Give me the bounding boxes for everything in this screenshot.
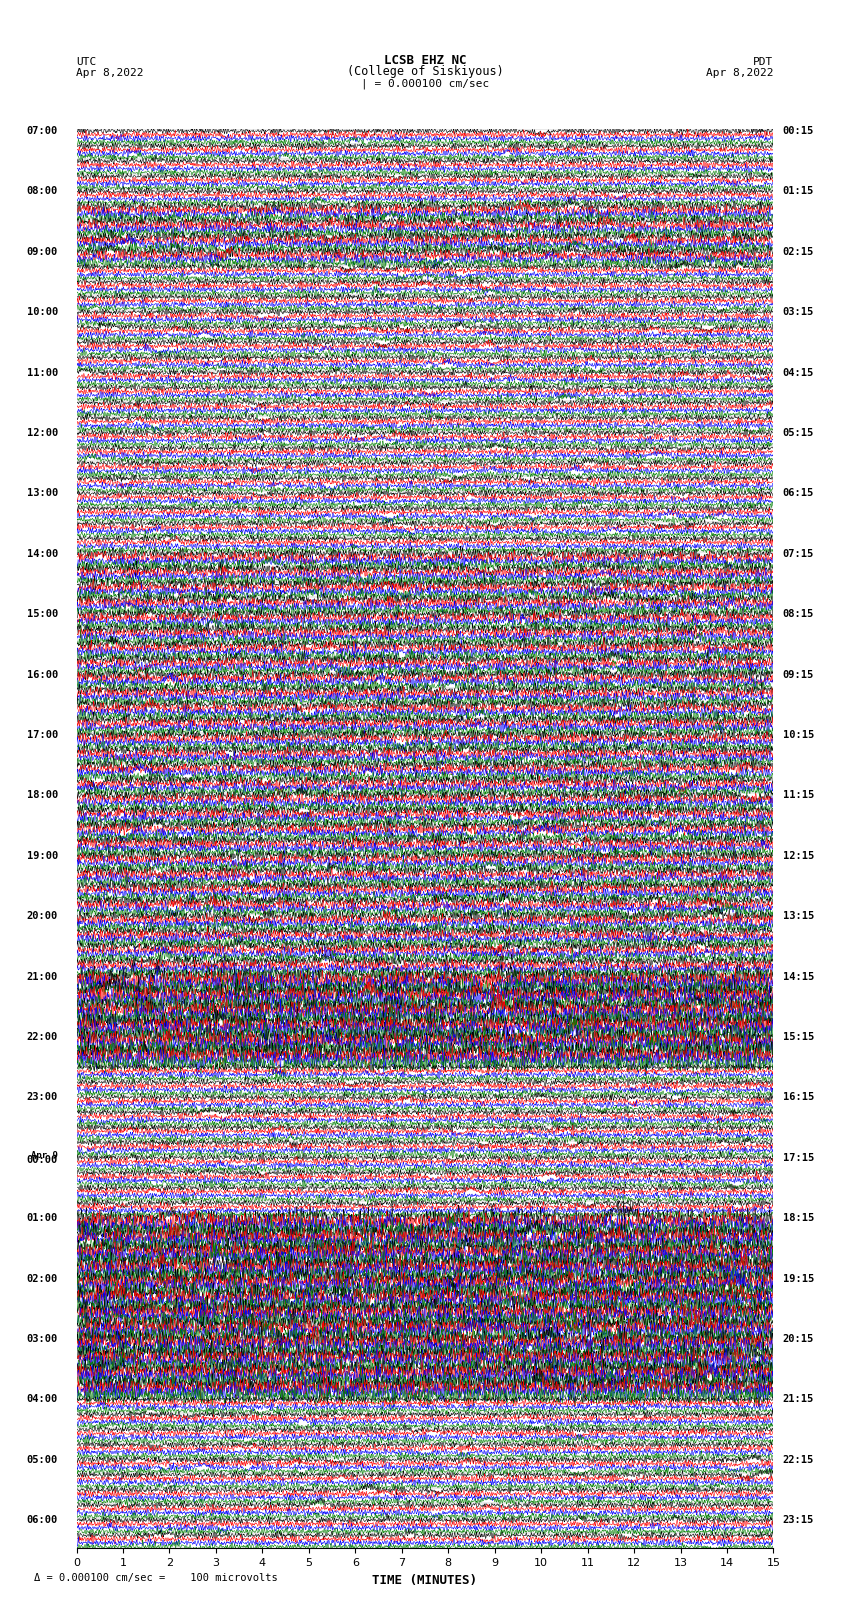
Text: 20:00: 20:00 (26, 911, 58, 921)
Text: 14:15: 14:15 (783, 971, 814, 982)
Text: 06:15: 06:15 (783, 489, 814, 498)
Text: 06:00: 06:00 (26, 1515, 58, 1526)
Text: 07:00: 07:00 (26, 126, 58, 135)
Text: 11:15: 11:15 (783, 790, 814, 800)
Text: 21:15: 21:15 (783, 1394, 814, 1405)
Text: Δ = 0.000100 cm/sec =    100 microvolts: Δ = 0.000100 cm/sec = 100 microvolts (34, 1573, 278, 1582)
Text: 03:15: 03:15 (783, 306, 814, 318)
Text: 05:15: 05:15 (783, 427, 814, 439)
Text: UTC: UTC (76, 56, 97, 66)
Text: 00:15: 00:15 (783, 126, 814, 135)
Text: 14:00: 14:00 (26, 548, 58, 558)
Text: 15:15: 15:15 (783, 1032, 814, 1042)
Text: 10:15: 10:15 (783, 731, 814, 740)
Text: 22:00: 22:00 (26, 1032, 58, 1042)
Text: 03:00: 03:00 (26, 1334, 58, 1344)
Text: Apr 9: Apr 9 (31, 1152, 58, 1160)
Text: 12:15: 12:15 (783, 850, 814, 861)
Text: 15:00: 15:00 (26, 610, 58, 619)
Text: 09:15: 09:15 (783, 669, 814, 679)
Text: 04:15: 04:15 (783, 368, 814, 377)
Text: 04:00: 04:00 (26, 1394, 58, 1405)
Text: | = 0.000100 cm/sec: | = 0.000100 cm/sec (361, 77, 489, 89)
Text: 20:15: 20:15 (783, 1334, 814, 1344)
Text: 08:00: 08:00 (26, 187, 58, 197)
Text: 16:15: 16:15 (783, 1092, 814, 1102)
Text: 11:00: 11:00 (26, 368, 58, 377)
Text: 01:00: 01:00 (26, 1213, 58, 1223)
Text: PDT: PDT (753, 56, 774, 66)
Text: 00:00: 00:00 (26, 1155, 58, 1165)
Text: 13:00: 13:00 (26, 489, 58, 498)
Text: LCSB EHZ NC: LCSB EHZ NC (383, 53, 467, 66)
Text: 02:00: 02:00 (26, 1274, 58, 1284)
X-axis label: TIME (MINUTES): TIME (MINUTES) (372, 1574, 478, 1587)
Text: 23:15: 23:15 (783, 1515, 814, 1526)
Text: (College of Siskiyous): (College of Siskiyous) (347, 65, 503, 77)
Text: 23:00: 23:00 (26, 1092, 58, 1102)
Text: 18:00: 18:00 (26, 790, 58, 800)
Text: Apr 8,2022: Apr 8,2022 (76, 68, 144, 77)
Text: Apr 8,2022: Apr 8,2022 (706, 68, 774, 77)
Text: 18:15: 18:15 (783, 1213, 814, 1223)
Text: 02:15: 02:15 (783, 247, 814, 256)
Text: 17:00: 17:00 (26, 731, 58, 740)
Text: 01:15: 01:15 (783, 187, 814, 197)
Text: 19:00: 19:00 (26, 850, 58, 861)
Text: 05:00: 05:00 (26, 1455, 58, 1465)
Text: 13:15: 13:15 (783, 911, 814, 921)
Text: 08:15: 08:15 (783, 610, 814, 619)
Text: 22:15: 22:15 (783, 1455, 814, 1465)
Text: 12:00: 12:00 (26, 427, 58, 439)
Text: 19:15: 19:15 (783, 1274, 814, 1284)
Text: 09:00: 09:00 (26, 247, 58, 256)
Text: 21:00: 21:00 (26, 971, 58, 982)
Text: 07:15: 07:15 (783, 548, 814, 558)
Text: 17:15: 17:15 (783, 1153, 814, 1163)
Text: 10:00: 10:00 (26, 306, 58, 318)
Text: 16:00: 16:00 (26, 669, 58, 679)
